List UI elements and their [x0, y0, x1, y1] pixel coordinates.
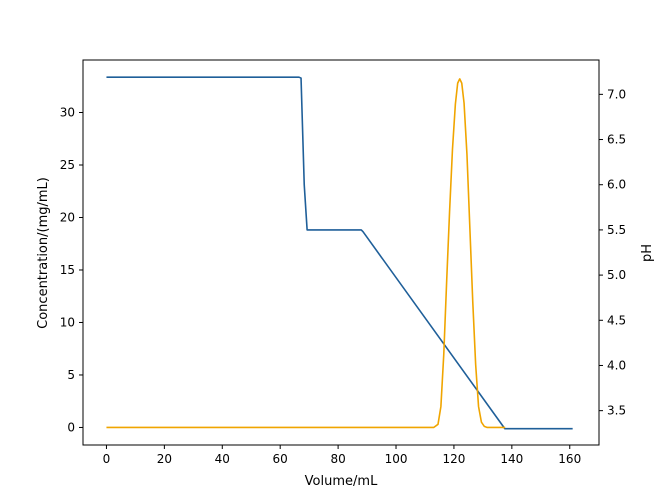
- x-tick-label: 140: [500, 452, 523, 466]
- plot-area: [106, 76, 573, 430]
- x-tick-label: 80: [330, 452, 345, 466]
- left-y-tick-label: 10: [60, 315, 75, 329]
- x-axis-title: Volume/mL: [305, 474, 378, 489]
- right-y-tick-label: 6.0: [607, 178, 626, 192]
- left-y-tick-label: 15: [60, 263, 75, 277]
- x-tick-label: 20: [157, 452, 172, 466]
- concentration-series-line: [106, 78, 506, 429]
- right-y-tick-label: 5.0: [607, 268, 626, 282]
- right-y-tick-label: 6.5: [607, 133, 626, 147]
- left-y-axis: 0 5 10 15 20 25 30: [60, 105, 83, 434]
- right-y-tick-label: 4.0: [607, 358, 626, 372]
- left-y-axis-title: Concentration/(mg/mL): [36, 177, 51, 329]
- x-tick-label: 160: [558, 452, 581, 466]
- left-y-tick-label: 20: [60, 210, 75, 224]
- ph-series-line: [106, 76, 573, 430]
- x-tick-label: 120: [442, 452, 465, 466]
- x-axis: 0 20 40 60 80 100 120 140 160: [103, 445, 581, 466]
- x-tick-label: 60: [273, 452, 288, 466]
- right-y-tick-label: 7.0: [607, 87, 626, 101]
- left-y-tick-label: 30: [60, 105, 75, 119]
- x-tick-label: 0: [103, 452, 111, 466]
- right-y-axis: 3.5 4.0 4.5 5.0 5.5 6.0 6.5 7.0: [599, 87, 626, 418]
- plot-frame: [82, 59, 600, 446]
- right-y-tick-label: 4.5: [607, 313, 626, 327]
- left-y-tick-label: 0: [67, 420, 75, 434]
- right-y-axis-title: pH: [640, 244, 655, 262]
- right-y-tick-label: 3.5: [607, 404, 626, 418]
- left-y-tick-label: 5: [67, 368, 75, 382]
- left-y-tick-label: 25: [60, 158, 75, 172]
- x-tick-label: 100: [385, 452, 408, 466]
- x-tick-label: 40: [215, 452, 230, 466]
- right-y-tick-label: 5.5: [607, 223, 626, 237]
